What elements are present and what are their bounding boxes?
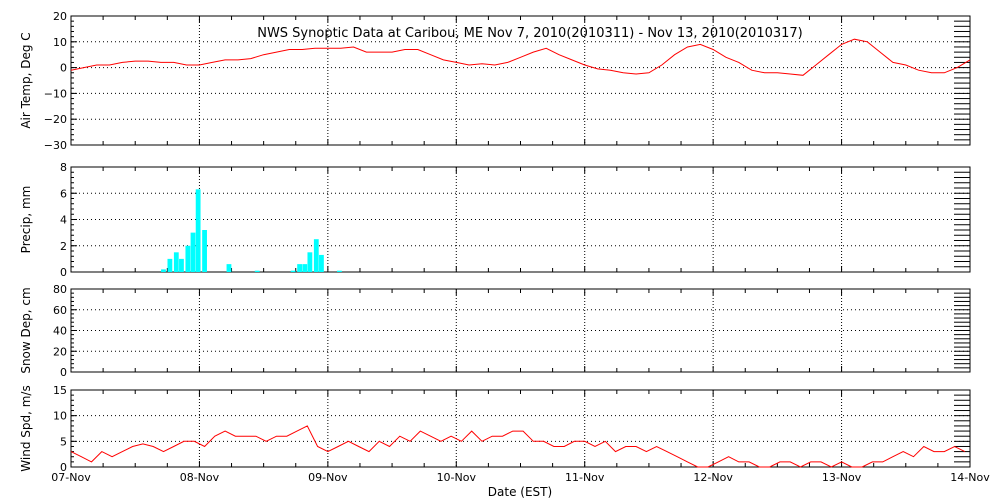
- y-tick-label: 0: [60, 461, 67, 474]
- precip-bar: [302, 264, 308, 272]
- air-temp-line: [70, 38, 971, 76]
- y-axis-label: Air Temp, Deg C: [19, 32, 33, 128]
- x-tick-label: 13-Nov: [822, 471, 862, 484]
- y-tick-label: 80: [53, 283, 67, 296]
- precip-bar: [297, 264, 303, 272]
- precip-bar: [319, 254, 324, 272]
- precip-bar: [307, 252, 313, 272]
- y-tick-label: −20: [44, 113, 67, 126]
- precip-bar: [290, 270, 296, 272]
- precip-bar: [313, 239, 319, 272]
- y-tick-label: 20: [53, 10, 67, 23]
- y-tick-label: 6: [60, 187, 67, 200]
- wind-speed-line: [70, 425, 966, 468]
- panel-2: 80 60 40 20 0 Snow Dep, cm: [19, 283, 971, 379]
- y-tick-label: 5: [60, 435, 67, 448]
- y-tick-label: 0: [60, 266, 67, 279]
- precip-bar: [190, 232, 196, 272]
- x-tick-label: 10-Nov: [437, 471, 477, 484]
- precip-bar: [337, 270, 342, 272]
- precip-bar: [254, 270, 260, 272]
- x-tick-label: 12-Nov: [693, 471, 733, 484]
- y-tick-label: 15: [53, 384, 67, 397]
- x-tick-label: 08-Nov: [180, 471, 220, 484]
- y-tick-label: 10: [53, 410, 67, 423]
- y-axis-label: Snow Dep, cm: [19, 287, 33, 373]
- precip-bar: [167, 258, 173, 272]
- panel-0: 20 10 0 −10 −20 −30 Air Temp, Deg C: [19, 10, 971, 152]
- x-axis-label: Date (EST): [488, 485, 552, 499]
- precip-bar: [185, 245, 191, 272]
- precip-bar: [173, 252, 179, 272]
- panel-3: 15 10 5 0 Wind Spd, m/s 07-Nov 08-Nov 09-Nov 10-…: [19, 384, 990, 484]
- y-axis-label: Precip, mm: [19, 186, 33, 254]
- y-tick-label: 4: [60, 214, 67, 227]
- y-tick-label: 60: [53, 304, 67, 317]
- y-tick-label: 10: [53, 36, 67, 49]
- precip-bar: [202, 230, 207, 272]
- panel-frame: [70, 389, 971, 468]
- panel-1: 8 6 4 2 0 Precip, mm: [19, 161, 971, 279]
- y-tick-label: −30: [44, 139, 67, 152]
- y-tick-label: 20: [53, 345, 67, 358]
- precip-bar: [161, 269, 166, 272]
- chart-title: NWS Synoptic Data at Caribou, ME Nov 7, …: [257, 26, 803, 41]
- y-tick-label: 0: [60, 366, 67, 379]
- y-axis-label: Wind Spd, m/s: [19, 385, 33, 471]
- precip-bar: [226, 264, 232, 272]
- y-tick-label: 2: [60, 240, 67, 253]
- x-tick-label: 11-Nov: [565, 471, 605, 484]
- precip-bar: [179, 258, 184, 272]
- y-tick-label: 40: [53, 325, 67, 338]
- y-tick-label: −10: [44, 87, 67, 100]
- x-tick-label: 14-Nov: [950, 471, 990, 484]
- x-tick-label: 09-Nov: [308, 471, 348, 484]
- x-tick-label: 07-Nov: [51, 471, 91, 484]
- y-tick-label: 8: [60, 161, 67, 174]
- y-tick-label: 0: [60, 62, 67, 75]
- precip-bar: [195, 189, 201, 272]
